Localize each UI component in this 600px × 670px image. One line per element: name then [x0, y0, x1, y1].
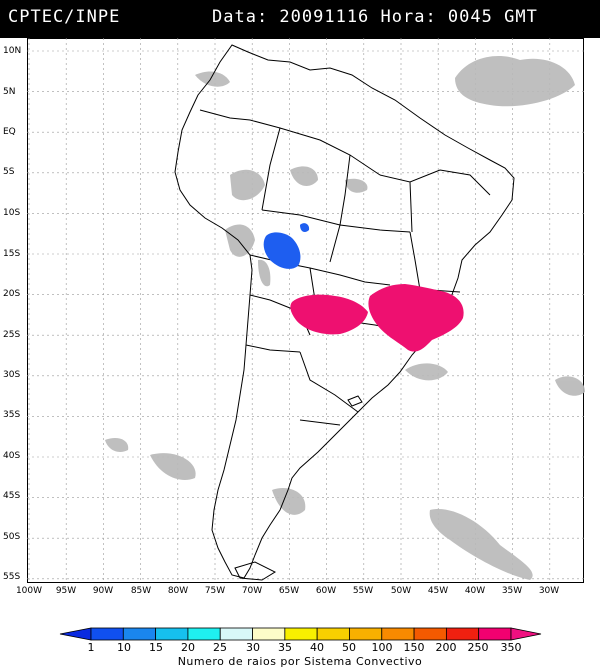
lon-label: 85W: [130, 586, 152, 596]
lon-label: 65W: [278, 586, 300, 596]
lat-label: 5S: [3, 167, 15, 177]
lat-label: 30S: [3, 370, 21, 380]
cloud-southern-sea: [150, 453, 196, 480]
date-time-label: Data: 20091116 Hora: 0045 GMT: [212, 7, 538, 27]
lon-label: 70W: [241, 586, 263, 596]
cloud-falkland-sea: [429, 509, 533, 580]
lat-label: 50S: [3, 532, 21, 542]
lon-label: 35W: [501, 586, 523, 596]
south-america-coast: [174, 44, 515, 579]
lon-label: 45W: [427, 586, 449, 596]
lon-label: 50W: [390, 586, 412, 596]
colorbar-segment: [316, 627, 350, 641]
colorbar-tick: 25: [213, 641, 227, 654]
header-bar: CPTEC/INPE Data: 20091116 Hora: 0045 GMT: [0, 0, 600, 38]
colorbar-segment: [122, 627, 157, 641]
colorbar-segments: [59, 627, 542, 641]
colorbar-tick: 350: [500, 641, 522, 654]
cloud-pacific-south: [105, 438, 129, 452]
colorbar-tick: 40: [310, 641, 324, 654]
colorbar-segment: [155, 627, 189, 641]
colorbar-tick: 250: [467, 641, 489, 654]
cloud-amazon-central: [290, 166, 318, 186]
lat-label: 40S: [3, 451, 21, 461]
colorbar-tick: 20: [181, 641, 195, 654]
colorbar-caption: Numero de raios por Sistema Convectivo: [177, 655, 423, 668]
cloud-chile-central: [258, 259, 271, 287]
lat-label: 55S: [3, 572, 21, 582]
country-borders: [199, 109, 491, 426]
colorbar-segment: [381, 627, 415, 641]
bolivia-convective-cluster: [263, 232, 301, 269]
cloud-amazon-west: [230, 169, 265, 201]
colorbar-tick: 150: [403, 641, 425, 654]
lon-label: 30W: [538, 586, 560, 596]
southeast-brazil-convective-cluster: [368, 284, 464, 352]
cloud-atlantic-east: [555, 376, 585, 396]
lat-label: 25S: [3, 330, 21, 340]
lon-label: 95W: [55, 586, 77, 596]
continent-outline: [174, 44, 515, 581]
colorbar-segment: [478, 627, 512, 641]
lon-label: 75W: [204, 586, 226, 596]
lon-label: 100W: [15, 586, 43, 596]
lon-label: 80W: [167, 586, 189, 596]
colorbar-segment: [90, 627, 124, 641]
falkland-islands: [347, 395, 363, 407]
lat-label: 15S: [3, 249, 21, 259]
colorbar-segment: [187, 627, 221, 641]
colorbar-segment: [349, 627, 383, 641]
cloud-colombia: [195, 71, 230, 87]
colorbar-tick: 200: [435, 641, 457, 654]
colorbar-tick: 30: [246, 641, 260, 654]
cloud-caribbean: [455, 55, 575, 107]
paraguay-convective-cluster: [290, 294, 368, 335]
lat-label: 20S: [3, 289, 21, 299]
lon-label: 55W: [352, 586, 374, 596]
cloud-andes: [225, 224, 255, 257]
colorbar-tick: 35: [278, 641, 292, 654]
colorbar-segment: [252, 627, 286, 641]
tierra-del-fuego: [234, 561, 277, 581]
agency-title: CPTEC/INPE: [8, 7, 121, 27]
colorbar-tick: 1: [87, 641, 95, 654]
cloud-south-atlantic: [405, 363, 448, 381]
lat-label: 45S: [3, 491, 21, 501]
colorbar-tick: 10: [117, 641, 131, 654]
convective-systems: [263, 223, 464, 352]
lon-label: 60W: [315, 586, 337, 596]
colorbar-tick: 15: [149, 641, 163, 654]
colorbar-tick: 50: [342, 641, 356, 654]
colorbar-left-arrow: [59, 627, 92, 641]
colorbar-segment: [219, 627, 253, 641]
cloud-cover: [105, 55, 585, 580]
colorbar-segment: [413, 627, 447, 641]
map-canvas: [27, 38, 585, 583]
cloud-amazon-east: [345, 178, 368, 193]
graticule-grid: [27, 38, 584, 583]
colorbar-tick: 100: [371, 641, 393, 654]
lat-label: EQ: [3, 127, 16, 137]
lat-label: 35S: [3, 410, 21, 420]
cloud-patagonia: [272, 488, 306, 515]
lat-label: 10N: [3, 46, 22, 56]
colorbar-segment: [445, 627, 480, 641]
lon-label: 90W: [92, 586, 114, 596]
colorbar-right-arrow: [510, 627, 542, 641]
lat-label: 5N: [3, 87, 16, 97]
bolivia-small-cluster: [300, 223, 310, 233]
lon-label: 40W: [464, 586, 486, 596]
lat-label: 10S: [3, 208, 21, 218]
colorbar-segment: [284, 627, 318, 641]
